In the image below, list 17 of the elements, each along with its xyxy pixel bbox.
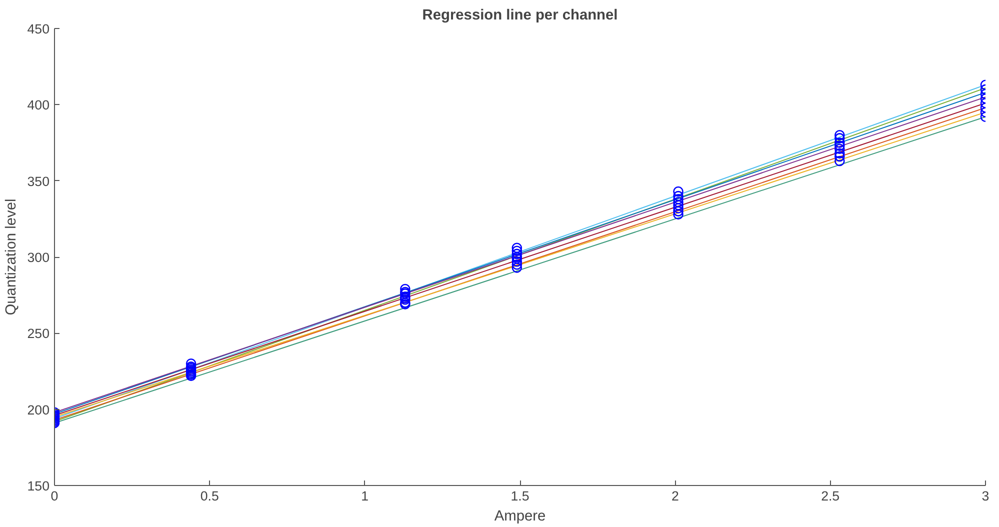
x-tick-label: 2.5 (821, 488, 840, 504)
x-tick-label: 0 (50, 488, 58, 504)
x-tick-label: 1 (361, 488, 369, 504)
chart-title: Regression line per channel (422, 8, 618, 24)
x-axis-title: Ampere (494, 508, 546, 524)
y-axis-title: Quantization level (3, 198, 20, 316)
y-tick-label: 450 (27, 22, 50, 36)
y-tick-label: 300 (27, 250, 50, 265)
y-tick-label: 200 (27, 402, 50, 418)
y-tick-label: 350 (27, 174, 50, 189)
y-tick-label: 400 (27, 98, 50, 113)
x-tick-label: 3 (982, 488, 990, 504)
y-tick-label: 250 (27, 326, 50, 342)
x-tick-label: 0.5 (200, 488, 219, 504)
y-tick-label: 150 (27, 478, 50, 494)
x-tick-label: 1.5 (510, 488, 530, 504)
x-tick-label: 2 (671, 488, 679, 504)
